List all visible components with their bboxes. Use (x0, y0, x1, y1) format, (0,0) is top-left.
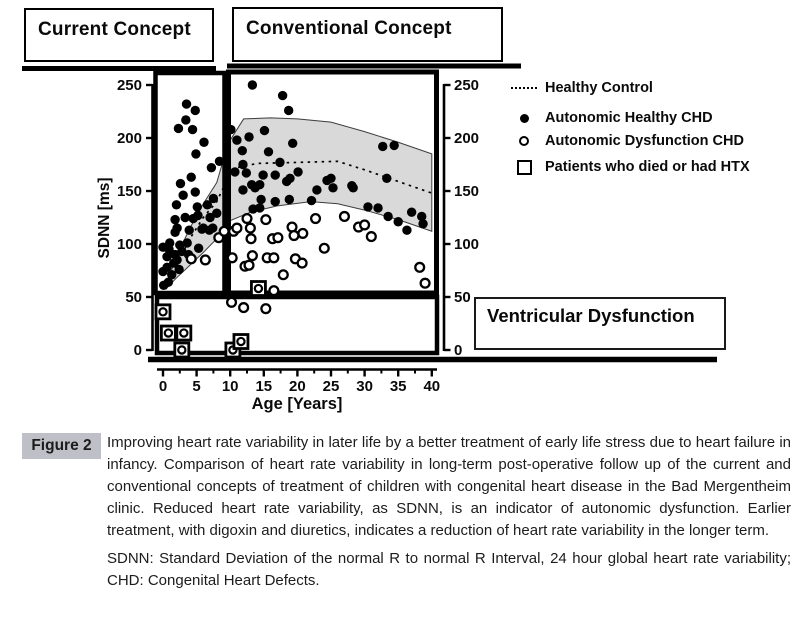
legend-label: Healthy Control (545, 80, 653, 96)
svg-text:150: 150 (454, 183, 479, 200)
svg-text:0: 0 (454, 342, 462, 359)
svg-text:200: 200 (117, 130, 142, 147)
sdnn-age-chart: 0 50 100 150 200 250 0 50 100 150 200 250 0 5 10 15 20 25… (22, 63, 717, 413)
svg-text:100: 100 (117, 236, 142, 253)
legend-item-autonomic-healthy: Autonomic Healthy CHD (503, 108, 713, 128)
legend-item-died-htx: Patients who died or had HTX (503, 157, 750, 177)
svg-text:150: 150 (117, 183, 142, 200)
svg-text:40: 40 (423, 378, 440, 395)
svg-text:20: 20 (289, 378, 306, 395)
dotted-line-icon (503, 87, 545, 89)
svg-text:30: 30 (356, 378, 373, 395)
svg-text:250: 250 (117, 77, 142, 94)
current-concept-label: Current Concept (38, 19, 191, 40)
conventional-concept-label: Conventional Concept (246, 18, 452, 39)
figure-label: Figure 2 (22, 433, 101, 459)
svg-text:Age [Years]: Age [Years] (252, 395, 343, 413)
legend-item-healthy-control: Healthy Control (503, 78, 653, 98)
svg-text:250: 250 (454, 77, 479, 94)
svg-text:50: 50 (454, 289, 471, 306)
legend-label: Patients who died or had HTX (545, 159, 750, 175)
svg-text:200: 200 (454, 130, 479, 147)
chart-legend: Healthy Control Autonomic Healthy CHD Au… (503, 78, 798, 183)
svg-text:35: 35 (390, 378, 407, 395)
svg-text:100: 100 (454, 236, 479, 253)
open-circle-icon (503, 136, 545, 146)
current-concept-box: Current Concept (24, 8, 214, 62)
caption-abbreviations: SDNN: Standard Deviation of the normal R… (107, 550, 791, 589)
svg-text:0: 0 (134, 342, 142, 359)
figure-caption: Improving heart rate variability in late… (107, 432, 791, 592)
filled-circle-icon (503, 113, 545, 123)
svg-text:15: 15 (255, 378, 272, 395)
legend-item-autonomic-dysfunction: Autonomic Dysfunction CHD (503, 131, 744, 151)
open-square-icon (503, 159, 545, 175)
svg-text:0: 0 (159, 378, 167, 395)
ventricular-dysfunction-label: Ventricular Dysfunction (487, 305, 695, 326)
caption-paragraph: Improving heart rate variability in late… (107, 434, 791, 539)
legend-label: Autonomic Healthy CHD (545, 110, 713, 126)
svg-text:10: 10 (222, 378, 239, 395)
legend-label: Autonomic Dysfunction CHD (545, 133, 744, 149)
svg-text:50: 50 (125, 289, 142, 306)
conventional-concept-box: Conventional Concept (232, 7, 503, 62)
svg-text:SDNN [ms]: SDNN [ms] (96, 178, 113, 259)
ventricular-dysfunction-box: Ventricular Dysfunction (474, 297, 726, 350)
svg-text:25: 25 (323, 378, 340, 395)
svg-text:5: 5 (192, 378, 200, 395)
